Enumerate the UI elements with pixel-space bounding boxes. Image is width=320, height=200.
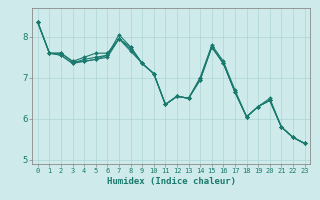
X-axis label: Humidex (Indice chaleur): Humidex (Indice chaleur) bbox=[107, 177, 236, 186]
